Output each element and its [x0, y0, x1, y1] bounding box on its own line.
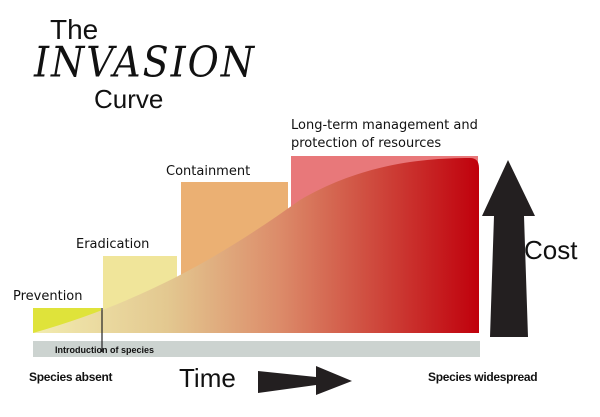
cost-arrow-icon — [482, 160, 535, 337]
long-term-label-line1: Long-term management and — [291, 118, 478, 133]
containment-label: Containment — [166, 164, 251, 179]
time-label: Time — [179, 363, 236, 393]
species-widespread-label: Species widespread — [428, 370, 538, 384]
eradication-label: Eradication — [76, 237, 150, 252]
title-curve: Curve — [94, 84, 164, 114]
title-invasion: INVASION — [34, 37, 257, 87]
species-absent-label: Species absent — [29, 370, 113, 384]
time-arrow-icon — [258, 366, 352, 395]
long-term-label-line2: protection of resources — [291, 136, 442, 151]
invasion-curve-area — [33, 158, 479, 333]
cost-label: Cost — [524, 235, 578, 265]
title-the: The — [50, 14, 99, 45]
prevention-label: Prevention — [13, 289, 83, 304]
timeline-bar — [33, 341, 480, 357]
introduction-label: Introduction of species — [55, 345, 155, 355]
